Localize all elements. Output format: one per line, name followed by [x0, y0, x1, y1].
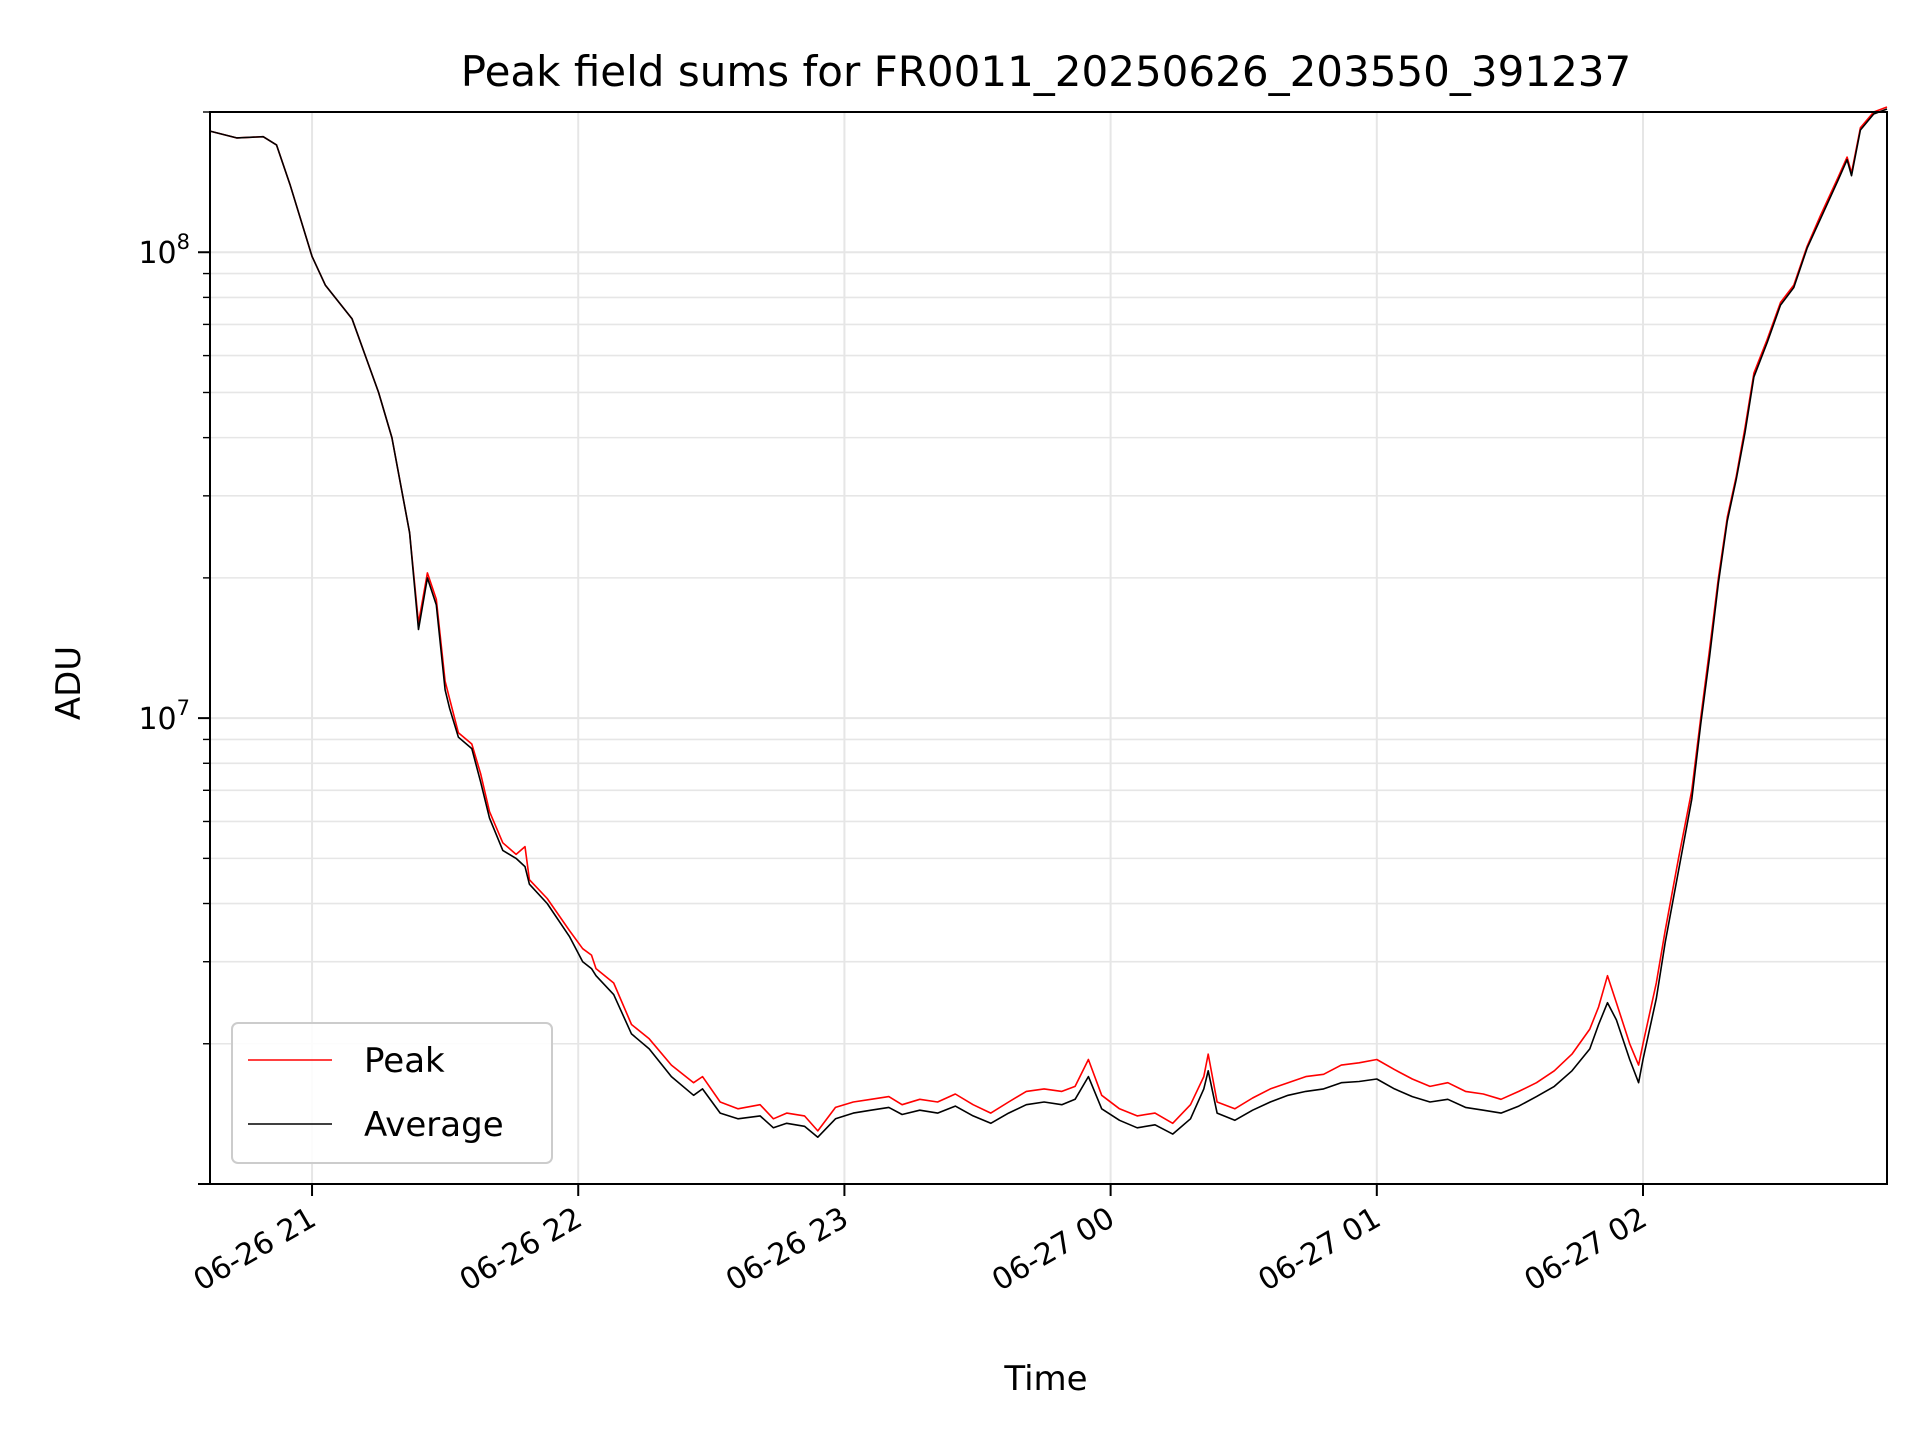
y-tick-label-exponent: 7: [177, 696, 190, 720]
x-tick-label: 06-26 21: [188, 1201, 322, 1299]
series-layer: [209, 106, 1888, 1138]
legend-box: [231, 1022, 553, 1164]
plot-frame: [209, 111, 1888, 1185]
y-tick-label: 108: [138, 230, 190, 271]
x-axis-label: Time: [1003, 1359, 1087, 1399]
legend-label-average: Average: [364, 1105, 504, 1145]
y-tick-label-base: 10: [138, 702, 176, 737]
y-axis-label: ADU: [49, 646, 89, 720]
legend-label-peak: Peak: [364, 1041, 445, 1081]
x-tick-label: 06-27 00: [986, 1201, 1120, 1299]
x-tick-label: 06-27 02: [1519, 1201, 1653, 1299]
x-tick-label: 06-26 23: [720, 1201, 854, 1299]
y-tick-label-base: 10: [138, 236, 176, 271]
series-line-average: [209, 108, 1888, 1138]
legend: Peak Average: [231, 1022, 553, 1164]
y-tick-label: 107: [138, 696, 190, 737]
grid: [210, 111, 1887, 1185]
chart-title: Peak field sums for FR0011_20250626_2035…: [461, 47, 1631, 96]
y-tick-label-exponent: 8: [177, 230, 190, 254]
series-line-peak: [209, 106, 1888, 1132]
x-tick-label: 06-27 01: [1252, 1201, 1386, 1299]
x-tick-label: 06-26 22: [454, 1201, 588, 1299]
